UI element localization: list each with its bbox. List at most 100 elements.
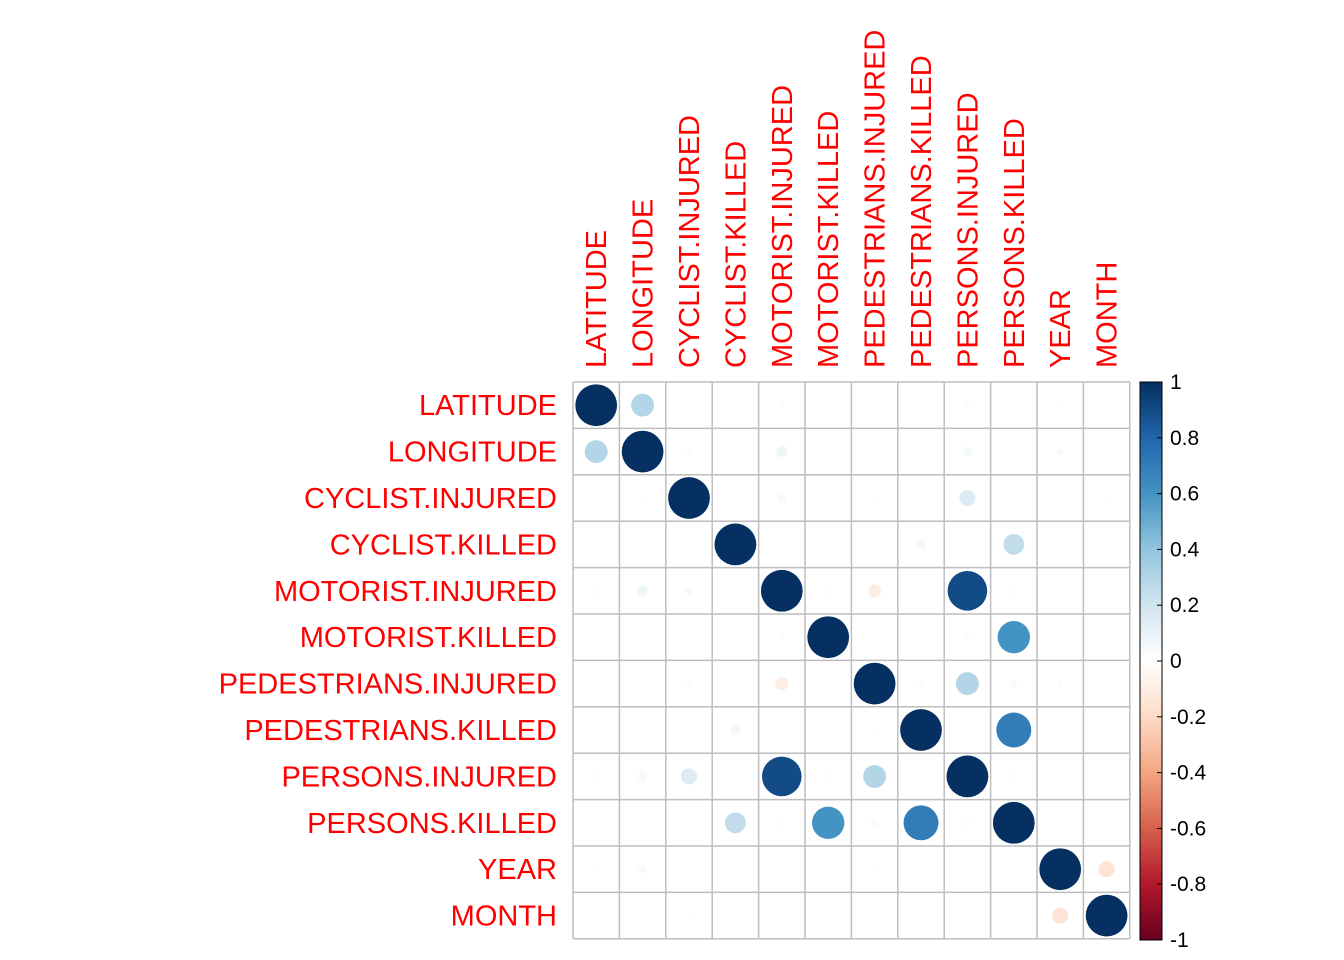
correlation-circle	[918, 680, 924, 687]
correlation-circle	[915, 539, 927, 550]
correlation-circle	[686, 680, 692, 687]
correlation-circle	[946, 755, 989, 798]
correlation-circle	[680, 768, 698, 785]
row-label: MOTORIST.KILLED	[300, 622, 557, 654]
colorbar-tick-label: -0.6	[1170, 817, 1206, 840]
correlation-circle	[637, 771, 648, 782]
correlation-circle	[870, 819, 879, 827]
correlation-circle	[1039, 848, 1082, 891]
correlation-circle	[686, 913, 692, 918]
correlation-circle	[778, 402, 785, 409]
correlation-circle	[962, 446, 973, 457]
correlation-circle	[964, 634, 971, 641]
row-label: PERSONS.INJURED	[281, 761, 557, 793]
correlation-circle	[1058, 403, 1063, 408]
correlation-circle	[853, 662, 896, 705]
correlation-circle	[1104, 774, 1109, 779]
row-label: PEDESTRIANS.KILLED	[244, 715, 557, 747]
column-label: CYCLIST.KILLED	[720, 141, 752, 368]
colorbar-tick-label: -0.4	[1170, 762, 1207, 785]
colorbar-tick-label: 0.4	[1170, 538, 1200, 561]
correlation-circle	[1104, 495, 1109, 501]
correlation-circle	[593, 587, 600, 594]
row-label: CYCLIST.KILLED	[330, 529, 557, 561]
correlation-circle	[1010, 587, 1017, 594]
correlation-circle	[761, 756, 802, 797]
correlation-circle	[867, 584, 882, 598]
row-labels: LATITUDE LONGITUDE CYCLIST.INJURED CYCLIST.…	[219, 390, 557, 932]
correlation-circle	[593, 773, 600, 780]
colorbar: 1 0.8 0.6 0.4 0.2 0 -0.2 -0.4 -0.6 -0.8 -1	[1139, 371, 1207, 952]
correlation-circle	[775, 676, 789, 691]
correlation-circle	[959, 489, 976, 507]
correlation-circle	[992, 801, 1035, 844]
correlation-circle	[812, 806, 845, 839]
colorbar-tick-label: -0.2	[1170, 706, 1206, 729]
column-label: MOTORIST.INJURED	[767, 85, 799, 368]
column-label: PEDESTRIANS.INJURED	[860, 30, 892, 368]
correlation-circle	[575, 384, 618, 427]
correlation-circle	[777, 493, 786, 503]
row-label: YEAR	[478, 854, 557, 886]
column-label: LATITUDE	[581, 230, 613, 368]
correlation-circle	[778, 819, 785, 826]
correlation-circle	[668, 477, 710, 519]
correlation-circle	[964, 819, 971, 826]
correlation-circle	[997, 621, 1030, 654]
column-label: PEDESTRIANS.KILLED	[906, 55, 938, 368]
correlation-circle	[964, 402, 971, 409]
correlation-circle	[730, 724, 741, 736]
column-label: LONGITUDE	[628, 199, 660, 368]
correlation-circle	[825, 587, 832, 594]
correlation-circle	[1085, 894, 1128, 937]
correlation-circles	[575, 384, 1128, 937]
row-label: LATITUDE	[419, 390, 557, 422]
correlation-circle	[1056, 447, 1065, 456]
correlation-circle	[686, 448, 692, 455]
correlation-circle	[714, 523, 757, 566]
correlation-circle	[637, 585, 649, 597]
correlation-circle	[639, 495, 646, 501]
correlation-circle	[1003, 533, 1025, 555]
row-label: MOTORIST.INJURED	[274, 576, 557, 608]
column-label: MOTORIST.KILLED	[813, 111, 845, 368]
colorbar-tick-label: 0.2	[1170, 594, 1199, 617]
correlation-circle	[1010, 773, 1017, 780]
correlation-circle	[825, 773, 832, 780]
colorbar-tick-label: -1	[1170, 929, 1189, 952]
correlation-circle	[871, 495, 878, 501]
colorbar-tick-label: 0.6	[1170, 483, 1199, 506]
correlation-circle	[1098, 861, 1115, 878]
correlation-circle	[863, 764, 887, 788]
correlation-circle	[947, 570, 988, 611]
correlation-circle	[638, 865, 647, 874]
column-label: CYCLIST.INJURED	[674, 115, 706, 368]
row-label: LONGITUDE	[388, 437, 557, 469]
correlation-circle	[807, 616, 850, 659]
colorbar-tick-label: 1	[1170, 371, 1182, 394]
column-label: PERSONS.KILLED	[999, 118, 1031, 368]
correlation-circle	[1052, 907, 1069, 924]
correlation-circle	[684, 586, 694, 595]
correlation-circle	[955, 672, 979, 696]
correlation-circle	[965, 913, 970, 918]
correlation-circle	[621, 430, 664, 473]
correlation-circle	[776, 446, 788, 458]
colorbar-tick-label: -0.8	[1170, 873, 1206, 896]
correlation-circle	[724, 812, 746, 834]
colorbar-tick-label: 0	[1170, 650, 1182, 673]
correlation-circle	[1057, 680, 1064, 687]
correlation-circle	[594, 867, 599, 872]
correlation-circle	[900, 709, 942, 751]
column-label: YEAR	[1045, 289, 1077, 368]
correlation-circle	[903, 805, 939, 841]
correlation-circle	[631, 393, 655, 417]
row-label: CYCLIST.INJURED	[304, 483, 557, 515]
colorbar-tick-label: 0.8	[1170, 427, 1199, 450]
row-label: PEDESTRIANS.INJURED	[219, 669, 557, 701]
correlation-circle	[871, 866, 878, 873]
column-label: PERSONS.INJURED	[952, 92, 984, 368]
correlation-circle	[1010, 679, 1018, 688]
row-label: PERSONS.KILLED	[307, 808, 557, 840]
